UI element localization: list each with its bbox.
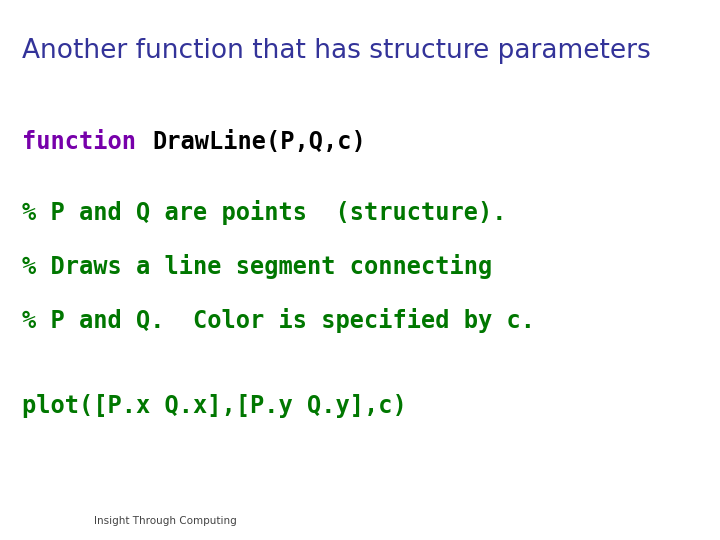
Text: plot([P.x Q.x],[P.y Q.y],c): plot([P.x Q.x],[P.y Q.y],c) xyxy=(22,394,406,418)
Text: % P and Q are points  (structure).: % P and Q are points (structure). xyxy=(22,200,506,225)
Text: DrawLine(P,Q,c): DrawLine(P,Q,c) xyxy=(153,130,366,153)
Text: % Draws a line segment connecting: % Draws a line segment connecting xyxy=(22,254,492,279)
Text: % P and Q.  Color is specified by c.: % P and Q. Color is specified by c. xyxy=(22,308,534,333)
Text: Insight Through Computing: Insight Through Computing xyxy=(94,516,236,526)
Text: function: function xyxy=(22,130,150,153)
Text: Another function that has structure parameters: Another function that has structure para… xyxy=(22,38,650,64)
